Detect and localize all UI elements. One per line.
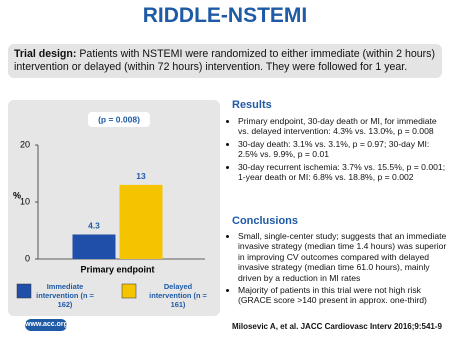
y-axis-label: %: [13, 190, 21, 200]
trial-text: Patients with NSTEMI were randomized to …: [14, 48, 435, 73]
legend-swatch: [121, 283, 137, 299]
bullet: 30-day death: 3.1% vs. 3.1%, p = 0.97; 3…: [238, 139, 450, 160]
bullet: 30-day recurrent ischemia: 3.7% vs. 15.5…: [238, 162, 450, 183]
bullet: Small, single-center study; suggests tha…: [238, 231, 450, 283]
conclusions-list: Small, single-center study; suggests tha…: [226, 231, 450, 308]
annotation: (p = 0.008): [98, 114, 140, 124]
bullet: Majority of patients in this trial were …: [238, 285, 450, 306]
results-list: Primary endpoint, 30-day death or MI, fo…: [226, 116, 450, 184]
bar: [72, 234, 116, 259]
slide-title: RIDDLE-NSTEMI: [142, 4, 308, 27]
bullet: Primary endpoint, 30-day death or MI, fo…: [238, 116, 450, 137]
trial-label: Trial design:: [14, 48, 77, 60]
trial-design: Trial design: Patients with NSTEMI were …: [8, 44, 442, 78]
value-label: 13: [136, 171, 146, 181]
annotation-box: [88, 112, 150, 127]
y-tick-label: 0: [25, 253, 30, 263]
website[interactable]: www.acc.org: [25, 319, 68, 331]
legend-swatch: [16, 283, 32, 299]
conclusions-heading: Conclusions: [232, 215, 299, 227]
legend-label: Immediate intervention (n = 162): [36, 282, 94, 309]
bar: [119, 184, 163, 259]
citation: Milosevic A, et al. JACC Cardiovasc Inte…: [231, 322, 442, 331]
y-tick-label: 10: [20, 196, 30, 206]
chart-panel: [8, 100, 220, 316]
y-tick-label: 20: [20, 139, 30, 149]
value-label: 4.3: [88, 221, 100, 231]
x-tick-label: Primary endpoint: [80, 264, 154, 274]
legend-label: Delayed intervention (n = 161): [149, 282, 207, 309]
results-heading: Results: [232, 99, 272, 111]
